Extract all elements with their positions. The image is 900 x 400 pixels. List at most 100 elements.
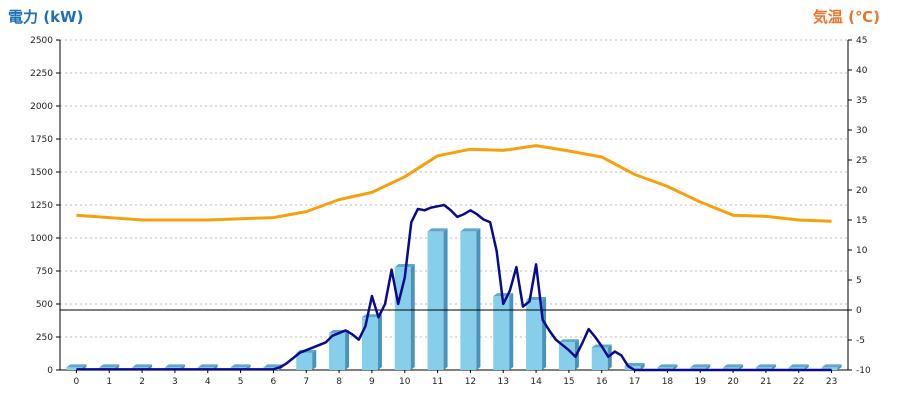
bar-side: [312, 349, 317, 370]
x-tick-label: 21: [760, 377, 771, 387]
y-left-tick-label: 1750: [30, 135, 53, 145]
bar-top: [164, 364, 185, 368]
bar: [427, 231, 444, 370]
bar-top: [427, 228, 448, 232]
bar: [66, 367, 83, 370]
y-right-tick-label: 10: [856, 246, 868, 256]
bar-top: [460, 228, 481, 232]
bar: [329, 333, 346, 370]
bar-top: [132, 364, 153, 368]
bar: [394, 267, 411, 370]
bar: [361, 317, 378, 370]
x-tick-label: 15: [563, 377, 574, 387]
y-left-tick-label: 1250: [30, 201, 53, 211]
bar-side: [607, 344, 612, 370]
bar-top: [230, 364, 251, 368]
bar-side: [410, 264, 415, 370]
y-right-tick-label: 25: [856, 156, 867, 166]
bar: [723, 367, 740, 370]
x-tick-label: 8: [336, 377, 342, 387]
bar-side: [640, 363, 645, 370]
bar-side: [345, 330, 350, 370]
bar: [296, 352, 313, 370]
x-tick-label: 5: [238, 377, 244, 387]
x-tick-label: 7: [303, 377, 309, 387]
x-tick-label: 4: [205, 377, 211, 387]
y-left-tick-label: 1000: [30, 234, 53, 244]
y-left-tick-label: 2500: [30, 36, 53, 46]
bar-side: [739, 364, 744, 370]
x-tick-label: 1: [106, 377, 112, 387]
temperature-line: [76, 144, 832, 223]
bar-side: [673, 364, 678, 370]
bar: [493, 296, 510, 370]
bar: [591, 347, 608, 370]
y-right-tick-label: 35: [856, 96, 867, 106]
bar-top: [99, 364, 120, 368]
x-tick-label: 19: [695, 377, 707, 387]
bar-top: [690, 364, 711, 368]
bar-top: [723, 364, 744, 368]
bar-top: [197, 364, 218, 368]
y-right-tick-label: -10: [856, 366, 871, 376]
bar-side: [509, 293, 514, 370]
x-tick-label: 0: [74, 377, 80, 387]
bar-side: [443, 228, 448, 370]
bar: [460, 231, 477, 370]
bar: [788, 367, 805, 370]
bar-top: [394, 264, 415, 268]
bar-top: [657, 364, 678, 368]
x-tick-label: 9: [369, 377, 375, 387]
x-tick-label: 18: [662, 377, 674, 387]
bar-side: [771, 364, 776, 370]
y-left-tick-label: 2250: [30, 69, 53, 79]
y-left-tick-label: 1500: [30, 168, 53, 178]
x-tick-label: 16: [596, 377, 608, 387]
x-tick-label: 13: [498, 377, 509, 387]
bar-top: [624, 363, 645, 367]
bar-top: [821, 364, 842, 368]
x-tick-label: 23: [826, 377, 837, 387]
x-tick-label: 3: [172, 377, 178, 387]
y-right-tick-label: 5: [856, 276, 862, 286]
y-right-tick-label: 30: [856, 126, 868, 136]
bar: [755, 367, 772, 370]
y-right-axis-title: 気温 (℃): [812, 8, 880, 26]
bar-side: [706, 364, 711, 370]
y-left-tick-label: 0: [47, 366, 53, 376]
bar: [558, 342, 575, 370]
x-tick-label: 14: [530, 377, 542, 387]
x-tick-label: 17: [629, 377, 640, 387]
bar-side: [804, 364, 809, 370]
y-left-axis-title: 電力 (kW): [8, 8, 84, 26]
y-right-tick-label: 20: [856, 186, 868, 196]
y-right-tick-label: 15: [856, 216, 867, 226]
bar-top: [558, 339, 579, 343]
y-right-tick-label: 0: [856, 306, 862, 316]
x-tick-label: 22: [793, 377, 804, 387]
x-tick-label: 11: [432, 377, 443, 387]
bar: [657, 367, 674, 370]
y-left-tick-label: 250: [36, 333, 53, 343]
bar: [821, 367, 838, 370]
x-tick-label: 2: [139, 377, 145, 387]
y-right-tick-label: 40: [856, 66, 868, 76]
x-tick-label: 6: [271, 377, 277, 387]
x-tick-label: 12: [465, 377, 476, 387]
bar-side: [542, 297, 547, 370]
bar-side: [837, 364, 842, 370]
y-right-tick-label: 45: [856, 36, 867, 46]
bar-top: [66, 364, 87, 368]
x-tick-label: 20: [727, 377, 739, 387]
power-line: [76, 203, 832, 372]
x-tick-label: 10: [399, 377, 411, 387]
y-right-tick-label: -5: [856, 336, 865, 346]
bar-top: [755, 364, 776, 368]
bar-top: [788, 364, 809, 368]
y-left-tick-label: 750: [36, 267, 53, 277]
y-left-tick-label: 500: [36, 300, 53, 310]
bar: [690, 367, 707, 370]
y-left-tick-label: 2000: [30, 102, 53, 112]
bar-side: [377, 314, 382, 370]
